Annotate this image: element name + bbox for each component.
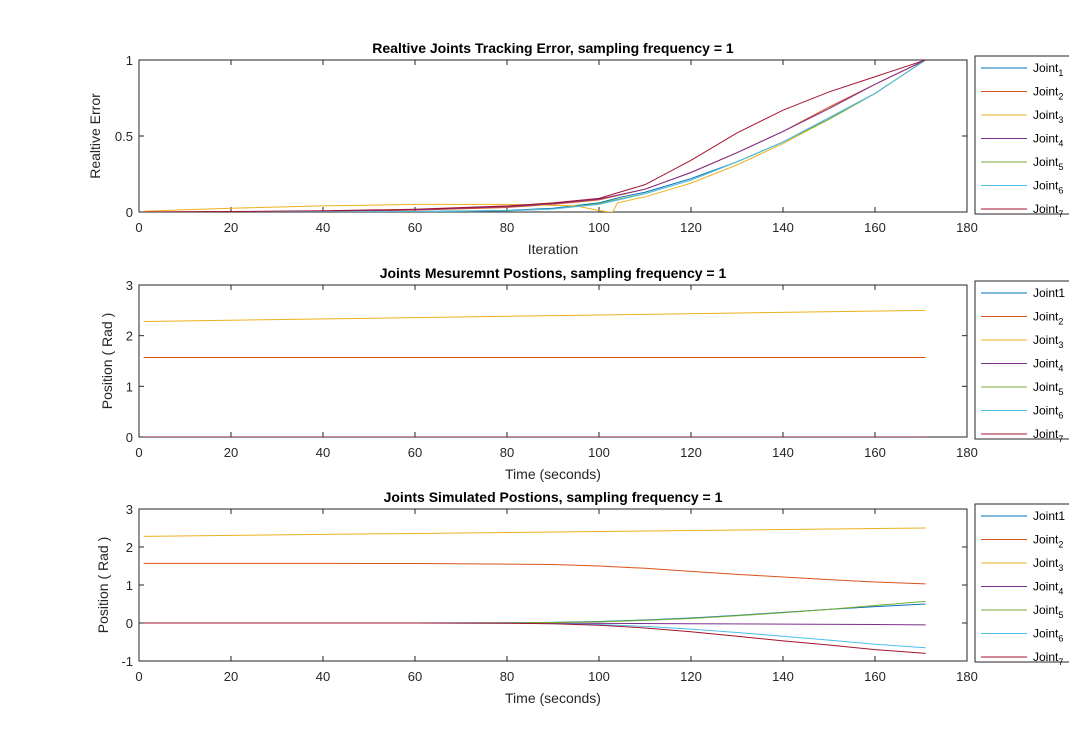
x-tick-label: 140 <box>772 220 794 235</box>
x-tick-label: 0 <box>135 220 142 235</box>
x-tick-label: 160 <box>864 445 886 460</box>
legend-box <box>974 280 1069 440</box>
y-tick-label: 3 <box>126 502 133 517</box>
x-tick-label: 40 <box>316 669 330 684</box>
y-tick-label: 0 <box>126 616 133 631</box>
legend-label-joint-1: Joint1 <box>1033 509 1065 523</box>
axes-box <box>138 59 968 213</box>
legend-label-joint-2: Joint2 <box>1033 533 1063 550</box>
legend-label-joint-3: Joint3 <box>1033 556 1063 573</box>
series-line-joint-3 <box>143 309 926 322</box>
series-line-joint-7 <box>143 622 926 654</box>
legend: Joint1 Joint2 Joint3 Joint4 Joint5 Joint6 Join… <box>974 503 1069 667</box>
x-tick-label: 20 <box>224 669 238 684</box>
x-tick-label: 40 <box>316 220 330 235</box>
x-tick-label: 100 <box>588 220 610 235</box>
legend-label-joint-4: Joint4 <box>1033 357 1063 374</box>
x-tick-label: 100 <box>588 445 610 460</box>
legend: Joint1 Joint2 Joint3 Joint4 Joint5 Joint6 Join… <box>974 280 1069 444</box>
y-axis-label: Realtive Error <box>87 93 103 179</box>
chart-title: Joints Mesuremnt Postions, sampling freq… <box>380 265 727 281</box>
x-tick-label: 120 <box>680 669 702 684</box>
x-tick-label: 60 <box>408 669 422 684</box>
chart-panel-1: 0 20 40 60 80 100 120 140 160 180 0 0.5 1 Realtive Jo… <box>87 40 1069 257</box>
legend-label-joint-6: Joint6 <box>1033 627 1063 644</box>
legend-label-joint-6: Joint6 <box>1033 179 1063 196</box>
chart-title: Joints Simulated Postions, sampling freq… <box>384 489 723 505</box>
series-line-joint-7 <box>143 60 926 212</box>
legend-box <box>974 55 1069 215</box>
y-tick-label: 0 <box>126 430 133 445</box>
x-tick-label: 180 <box>956 445 978 460</box>
x-tick-label: 20 <box>224 445 238 460</box>
series-line-joint-3 <box>143 60 926 212</box>
x-axis-label: Time (seconds) <box>505 690 601 706</box>
y-tick-label: 2 <box>126 329 133 344</box>
x-tick-label: 120 <box>680 445 702 460</box>
series-line-joint-3 <box>143 527 926 537</box>
legend: Joint1 Joint2 Joint3 Joint4 Joint5 Joint6 Join… <box>974 55 1069 219</box>
y-tick-label: 1 <box>126 379 133 394</box>
x-tick-label: 160 <box>864 669 886 684</box>
legend-label-joint-7: Joint7 <box>1033 427 1063 444</box>
x-tick-label: 80 <box>500 220 514 235</box>
legend-label-joint-2: Joint2 <box>1033 85 1063 102</box>
x-tick-label: 140 <box>772 669 794 684</box>
y-tick-label: 1 <box>126 53 133 68</box>
x-tick-label: 180 <box>956 220 978 235</box>
x-tick-label: 0 <box>135 445 142 460</box>
y-tick-label: 3 <box>126 278 133 293</box>
legend-label-joint-2: Joint2 <box>1033 310 1063 327</box>
legend-label-joint-4: Joint4 <box>1033 580 1063 597</box>
x-tick-label: 100 <box>588 669 610 684</box>
x-tick-label: 120 <box>680 220 702 235</box>
x-tick-label: 40 <box>316 445 330 460</box>
x-axis-label: Iteration <box>528 241 579 257</box>
legend-label-joint-1: Joint1 <box>1033 61 1063 78</box>
y-tick-label: 1 <box>126 578 133 593</box>
legend-label-joint-5: Joint5 <box>1033 380 1063 397</box>
legend-label-joint-5: Joint5 <box>1033 155 1063 172</box>
y-tick-label: 0 <box>126 205 133 220</box>
legend-label-joint-6: Joint6 <box>1033 404 1063 421</box>
x-tick-label: 180 <box>956 669 978 684</box>
x-tick-label: 20 <box>224 220 238 235</box>
axes-box <box>138 508 968 662</box>
x-tick-label: 160 <box>864 220 886 235</box>
x-tick-label: 0 <box>135 669 142 684</box>
series-line-joint-2 <box>143 562 926 585</box>
x-axis-label: Time (seconds) <box>505 466 601 482</box>
x-tick-label: 140 <box>772 445 794 460</box>
axes-box <box>138 284 968 438</box>
series-line-joint-6 <box>143 60 926 212</box>
legend-label-joint-7: Joint7 <box>1033 650 1063 667</box>
legend-label-joint-7: Joint7 <box>1033 202 1063 219</box>
legend-box <box>974 503 1069 663</box>
chart-panel-2: 0 20 40 60 80 100 120 140 160 180 0 1 2 3 Joints Mesur… <box>99 265 1069 482</box>
x-tick-label: 60 <box>408 220 422 235</box>
legend-label-joint-1: Joint1 <box>1033 286 1065 300</box>
x-tick-label: 80 <box>500 445 514 460</box>
legend-label-joint-3: Joint3 <box>1033 333 1063 350</box>
x-tick-label: 80 <box>500 669 514 684</box>
y-axis-label: Position ( Rad ) <box>95 537 111 633</box>
y-axis-label: Position ( Rad ) <box>99 313 115 409</box>
y-tick-label: 0.5 <box>115 129 133 144</box>
chart-title: Realtive Joints Tracking Error, sampling… <box>372 40 734 56</box>
legend-label-joint-5: Joint5 <box>1033 603 1063 620</box>
y-tick-label: 2 <box>126 540 133 555</box>
legend-label-joint-4: Joint4 <box>1033 132 1063 149</box>
y-tick-label: -1 <box>121 654 133 669</box>
x-tick-label: 60 <box>408 445 422 460</box>
legend-label-joint-3: Joint3 <box>1033 108 1063 125</box>
